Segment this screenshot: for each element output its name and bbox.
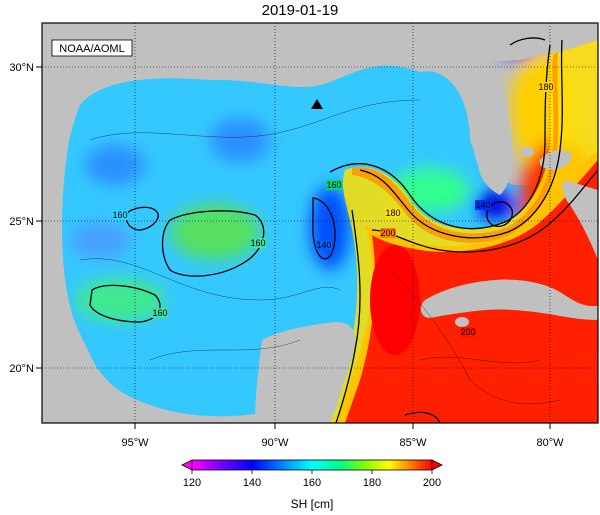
colorbar: 120 140 160 180 200 SH [cm] [181, 459, 443, 511]
contour-label: 160 [152, 308, 167, 318]
contour-lines [89, 37, 598, 423]
contour-label: 160 [112, 210, 127, 220]
station-marker [311, 99, 323, 109]
lon-tick-label: 95°W [121, 437, 149, 449]
lat-tick-label: 20°N [9, 363, 34, 375]
credit-box [51, 39, 133, 57]
map-frame [41, 22, 599, 424]
colorbar-tick-label: 140 [243, 477, 261, 489]
contour-label: 140 [316, 240, 331, 250]
lon-tick-label: 90°W [261, 437, 289, 449]
cuba [420, 279, 598, 320]
florida [445, 66, 513, 195]
lat-tick-label: 30°N [9, 62, 34, 74]
colorbar-high-arrow [431, 459, 443, 471]
contour-label: 200 [460, 327, 475, 337]
colorbar-tick-label: 120 [183, 477, 201, 489]
contour-label: 180 [385, 208, 400, 218]
graticule [42, 23, 598, 423]
contour-label: 180 [538, 82, 553, 92]
contour-label: 160 [326, 180, 341, 190]
yucatan [255, 322, 356, 423]
credit-label: NOAA/AOML [59, 43, 124, 55]
colorbar-low-arrow [181, 459, 193, 471]
colorbar-label: SH [cm] [291, 497, 334, 511]
map-title: 2019-01-19 [261, 2, 339, 19]
lon-tick-label: 85°W [399, 437, 427, 449]
colorbar-tick-label: 200 [423, 477, 441, 489]
contour-label: 200 [380, 228, 395, 238]
lat-axis: 30°N 25°N 20°N [9, 62, 42, 375]
contour-label: 140 [475, 200, 490, 210]
colorbar-tick-label: 180 [363, 477, 381, 489]
lat-tick-label: 25°N [9, 216, 34, 228]
lon-axis: 95°W 90°W 85°W 80°W [121, 423, 564, 449]
colorbar-tick-label: 160 [303, 477, 321, 489]
colorbar-ramp [191, 459, 433, 471]
lon-tick-label: 80°W [536, 437, 564, 449]
loop-current-edge [330, 40, 598, 423]
contour-label: 160 [250, 238, 265, 248]
